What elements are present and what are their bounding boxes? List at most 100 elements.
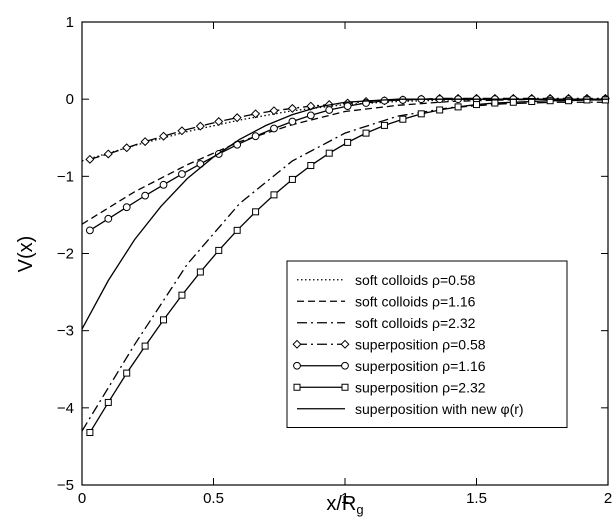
series-layer [81,93,610,437]
data-point-square [528,97,536,105]
data-point-square [288,175,296,183]
data-point-circle [141,191,150,200]
data-point-square [436,106,444,114]
data-point-square [344,138,352,146]
legend-entry: soft colloids ρ=0.58 [297,272,476,288]
data-point-square [601,96,609,104]
data-point-circle [306,111,315,120]
y-tick-label: −1 [57,168,74,185]
data-point-diamond [292,339,302,349]
data-point-square [178,291,186,299]
legend: soft colloids ρ=0.58 soft colloids ρ=1.16… [286,260,568,428]
data-point-square [160,316,168,324]
data-point-square [491,99,499,107]
x-axis-label: x/Rg [326,493,363,517]
data-point-circle [122,203,131,212]
data-point-diamond [251,109,261,119]
data-point-circle [270,124,278,133]
data-point-circle [343,102,352,111]
data-point-diamond [269,106,279,116]
y-tick-label: −3 [57,323,74,340]
data-point-square [362,129,370,137]
x-tick-label: 0 [78,490,86,507]
data-point-square [104,398,112,406]
data-point-diamond [340,339,350,349]
data-point-square [546,97,554,105]
data-point-circle [159,180,168,189]
data-point-square [473,101,480,109]
data-point-square [583,96,591,104]
data-point-diamond [85,154,95,164]
data-point-square [307,162,315,170]
data-point-square [123,369,131,377]
data-point-circle [398,96,407,104]
data-point-circle [85,226,94,235]
y-tick-label: −2 [57,246,74,263]
x-axis-label-subscript: g [356,502,363,517]
axis-ticks: 0 0.5 1 1.5 2 −5 −4 −3 −2 −1 0 1 [57,14,612,507]
data-point-square [196,268,204,276]
data-point-diamond [232,113,242,123]
x-tick-label: 1.5 [466,490,487,507]
data-point-diamond [214,117,224,127]
legend-label: superposition ρ=0.58 [355,336,486,352]
legend-entry: superposition ρ=0.58 [292,336,486,352]
series-3 [81,101,608,432]
data-point-square [252,208,260,216]
legend-label: soft colloids ρ=0.58 [355,272,476,288]
x-axis-label-main: x/R [326,493,356,515]
data-point-square [509,98,517,106]
series-7 [81,98,608,330]
data-point-square [380,121,388,129]
series-6 [86,96,609,437]
x-tick-label: 0.5 [203,490,224,507]
data-point-circle [293,361,301,370]
data-point-square [215,246,223,254]
legend-label: superposition ρ=2.32 [355,379,486,395]
data-point-circle [288,117,297,126]
data-point-square [341,383,349,391]
legend-entry: superposition ρ=1.16 [293,358,486,374]
data-point-square [293,383,301,391]
legend-entry: soft colloids ρ=1.16 [297,293,476,309]
data-point-circle [178,170,186,178]
data-point-square [233,226,241,234]
legend-entry: superposition ρ=2.32 [293,379,486,395]
data-point-circle [325,106,334,114]
data-point-square [399,115,407,123]
y-axis-label: V(x) [15,236,37,273]
series-line [81,98,608,330]
x-tick-label: 2 [604,490,612,507]
legend-entry: superposition with new φ(r) [297,401,524,417]
legend-label: superposition with new φ(r) [355,401,524,417]
legend-entry: soft colloids ρ=2.32 [297,315,476,331]
y-tick-label: −4 [57,400,74,417]
data-point-circle [104,214,113,223]
data-point-square [417,110,425,118]
data-point-square [141,342,149,350]
data-point-circle [341,361,349,370]
legend-label: soft colloids ρ=1.16 [355,293,476,309]
data-point-square [454,103,462,111]
data-point-square [86,429,94,437]
series-line [81,101,608,432]
data-point-diamond [159,131,169,141]
y-tick-label: 0 [66,91,74,108]
legend-box [286,260,568,428]
data-point-diamond [195,121,205,131]
data-point-diamond [177,126,187,136]
data-point-square [325,149,333,157]
data-point-diamond [140,137,150,147]
data-point-square [565,97,573,105]
x-tick-label: 1 [341,490,349,507]
data-point-diamond [287,103,297,113]
data-point-square [270,191,278,199]
data-point-diamond [103,149,113,159]
y-tick-label: −5 [57,477,74,494]
data-point-diamond [122,143,132,153]
legend-label: soft colloids ρ=2.32 [355,315,476,331]
data-point-circle [251,132,260,141]
legend-label: superposition ρ=1.16 [355,358,486,374]
y-tick-label: 1 [66,14,74,31]
